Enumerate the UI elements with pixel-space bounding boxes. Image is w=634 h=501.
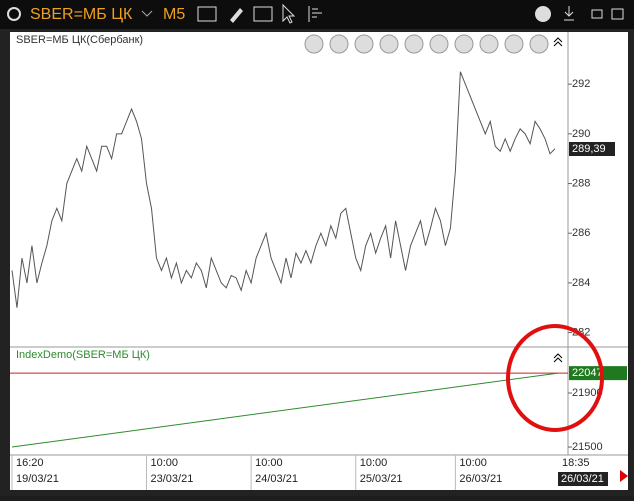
interval[interactable]: M5 bbox=[163, 6, 185, 23]
y-tick-label: 288 bbox=[572, 177, 590, 189]
y-tick-label: 21900 bbox=[572, 387, 603, 399]
x-tick-date: 26/03/21 bbox=[459, 473, 502, 485]
nav-button[interactable] bbox=[454, 34, 474, 54]
y-tick-label: 284 bbox=[572, 277, 590, 289]
last-price-box bbox=[569, 142, 615, 157]
nav-button[interactable] bbox=[479, 34, 499, 54]
y-tick-label: 286 bbox=[572, 227, 590, 239]
symbol[interactable]: SBER=МБ ЦК bbox=[30, 6, 133, 23]
dollar-icon[interactable] bbox=[535, 6, 551, 22]
status-icon[interactable] bbox=[7, 7, 21, 21]
cursor-date: 26/03/21 bbox=[561, 473, 604, 485]
nav-button[interactable] bbox=[329, 34, 349, 54]
series-line bbox=[11, 372, 559, 448]
nav-button[interactable] bbox=[404, 34, 424, 54]
x-tick-date: 19/03/21 bbox=[16, 473, 59, 485]
value-label: 22047 bbox=[572, 367, 603, 379]
nav-button[interactable] bbox=[429, 34, 449, 54]
x-tick-label: 10:00 bbox=[459, 457, 487, 469]
indicator-icon[interactable] bbox=[253, 6, 273, 22]
value-box bbox=[569, 366, 627, 381]
nav-button[interactable] bbox=[304, 34, 324, 54]
draw-icon[interactable] bbox=[230, 8, 243, 23]
y-tick-label: 292 bbox=[572, 78, 590, 90]
nav-button[interactable] bbox=[504, 34, 524, 54]
highlight-circle bbox=[506, 324, 604, 432]
indicator-title: IndexDemo(SBER=МБ ЦК) bbox=[16, 349, 150, 361]
dropdown[interactable] bbox=[141, 10, 153, 17]
toolbar-icons bbox=[197, 3, 624, 24]
scroll-arrow[interactable] bbox=[620, 470, 628, 482]
x-tick-label: 16:20 bbox=[16, 457, 44, 469]
chart-area bbox=[10, 32, 628, 490]
y-tick-label: 290 bbox=[572, 128, 590, 140]
collapse[interactable] bbox=[553, 37, 563, 47]
nav-button[interactable] bbox=[529, 34, 549, 54]
nav-button[interactable] bbox=[379, 34, 399, 54]
download-icon[interactable] bbox=[564, 6, 574, 21]
y-tick-label: 21500 bbox=[572, 441, 603, 453]
collapse[interactable] bbox=[553, 353, 563, 363]
series-line bbox=[11, 71, 556, 308]
cursor-icon[interactable] bbox=[282, 3, 296, 24]
x-tick-label: 10:00 bbox=[360, 457, 388, 469]
price-title: SBER=МБ ЦК(Сбербанк) bbox=[16, 34, 143, 46]
x-tick-date: 25/03/21 bbox=[360, 473, 403, 485]
last-price-label: 289,39 bbox=[572, 143, 606, 155]
nav-button[interactable] bbox=[354, 34, 374, 54]
cursor-date-box bbox=[558, 472, 609, 486]
close[interactable] bbox=[611, 8, 624, 20]
nav-buttons bbox=[304, 34, 563, 363]
cursor-time: 18:35 bbox=[562, 457, 590, 469]
x-tick-label: 10:00 bbox=[151, 457, 179, 469]
minimize[interactable] bbox=[591, 9, 603, 19]
volume-icon[interactable] bbox=[308, 6, 322, 22]
candles-icon[interactable] bbox=[197, 6, 217, 22]
x-tick-date: 23/03/21 bbox=[151, 473, 194, 485]
x-tick-label: 10:00 bbox=[255, 457, 283, 469]
toolbar bbox=[0, 0, 634, 29]
x-tick-date: 24/03/21 bbox=[255, 473, 298, 485]
